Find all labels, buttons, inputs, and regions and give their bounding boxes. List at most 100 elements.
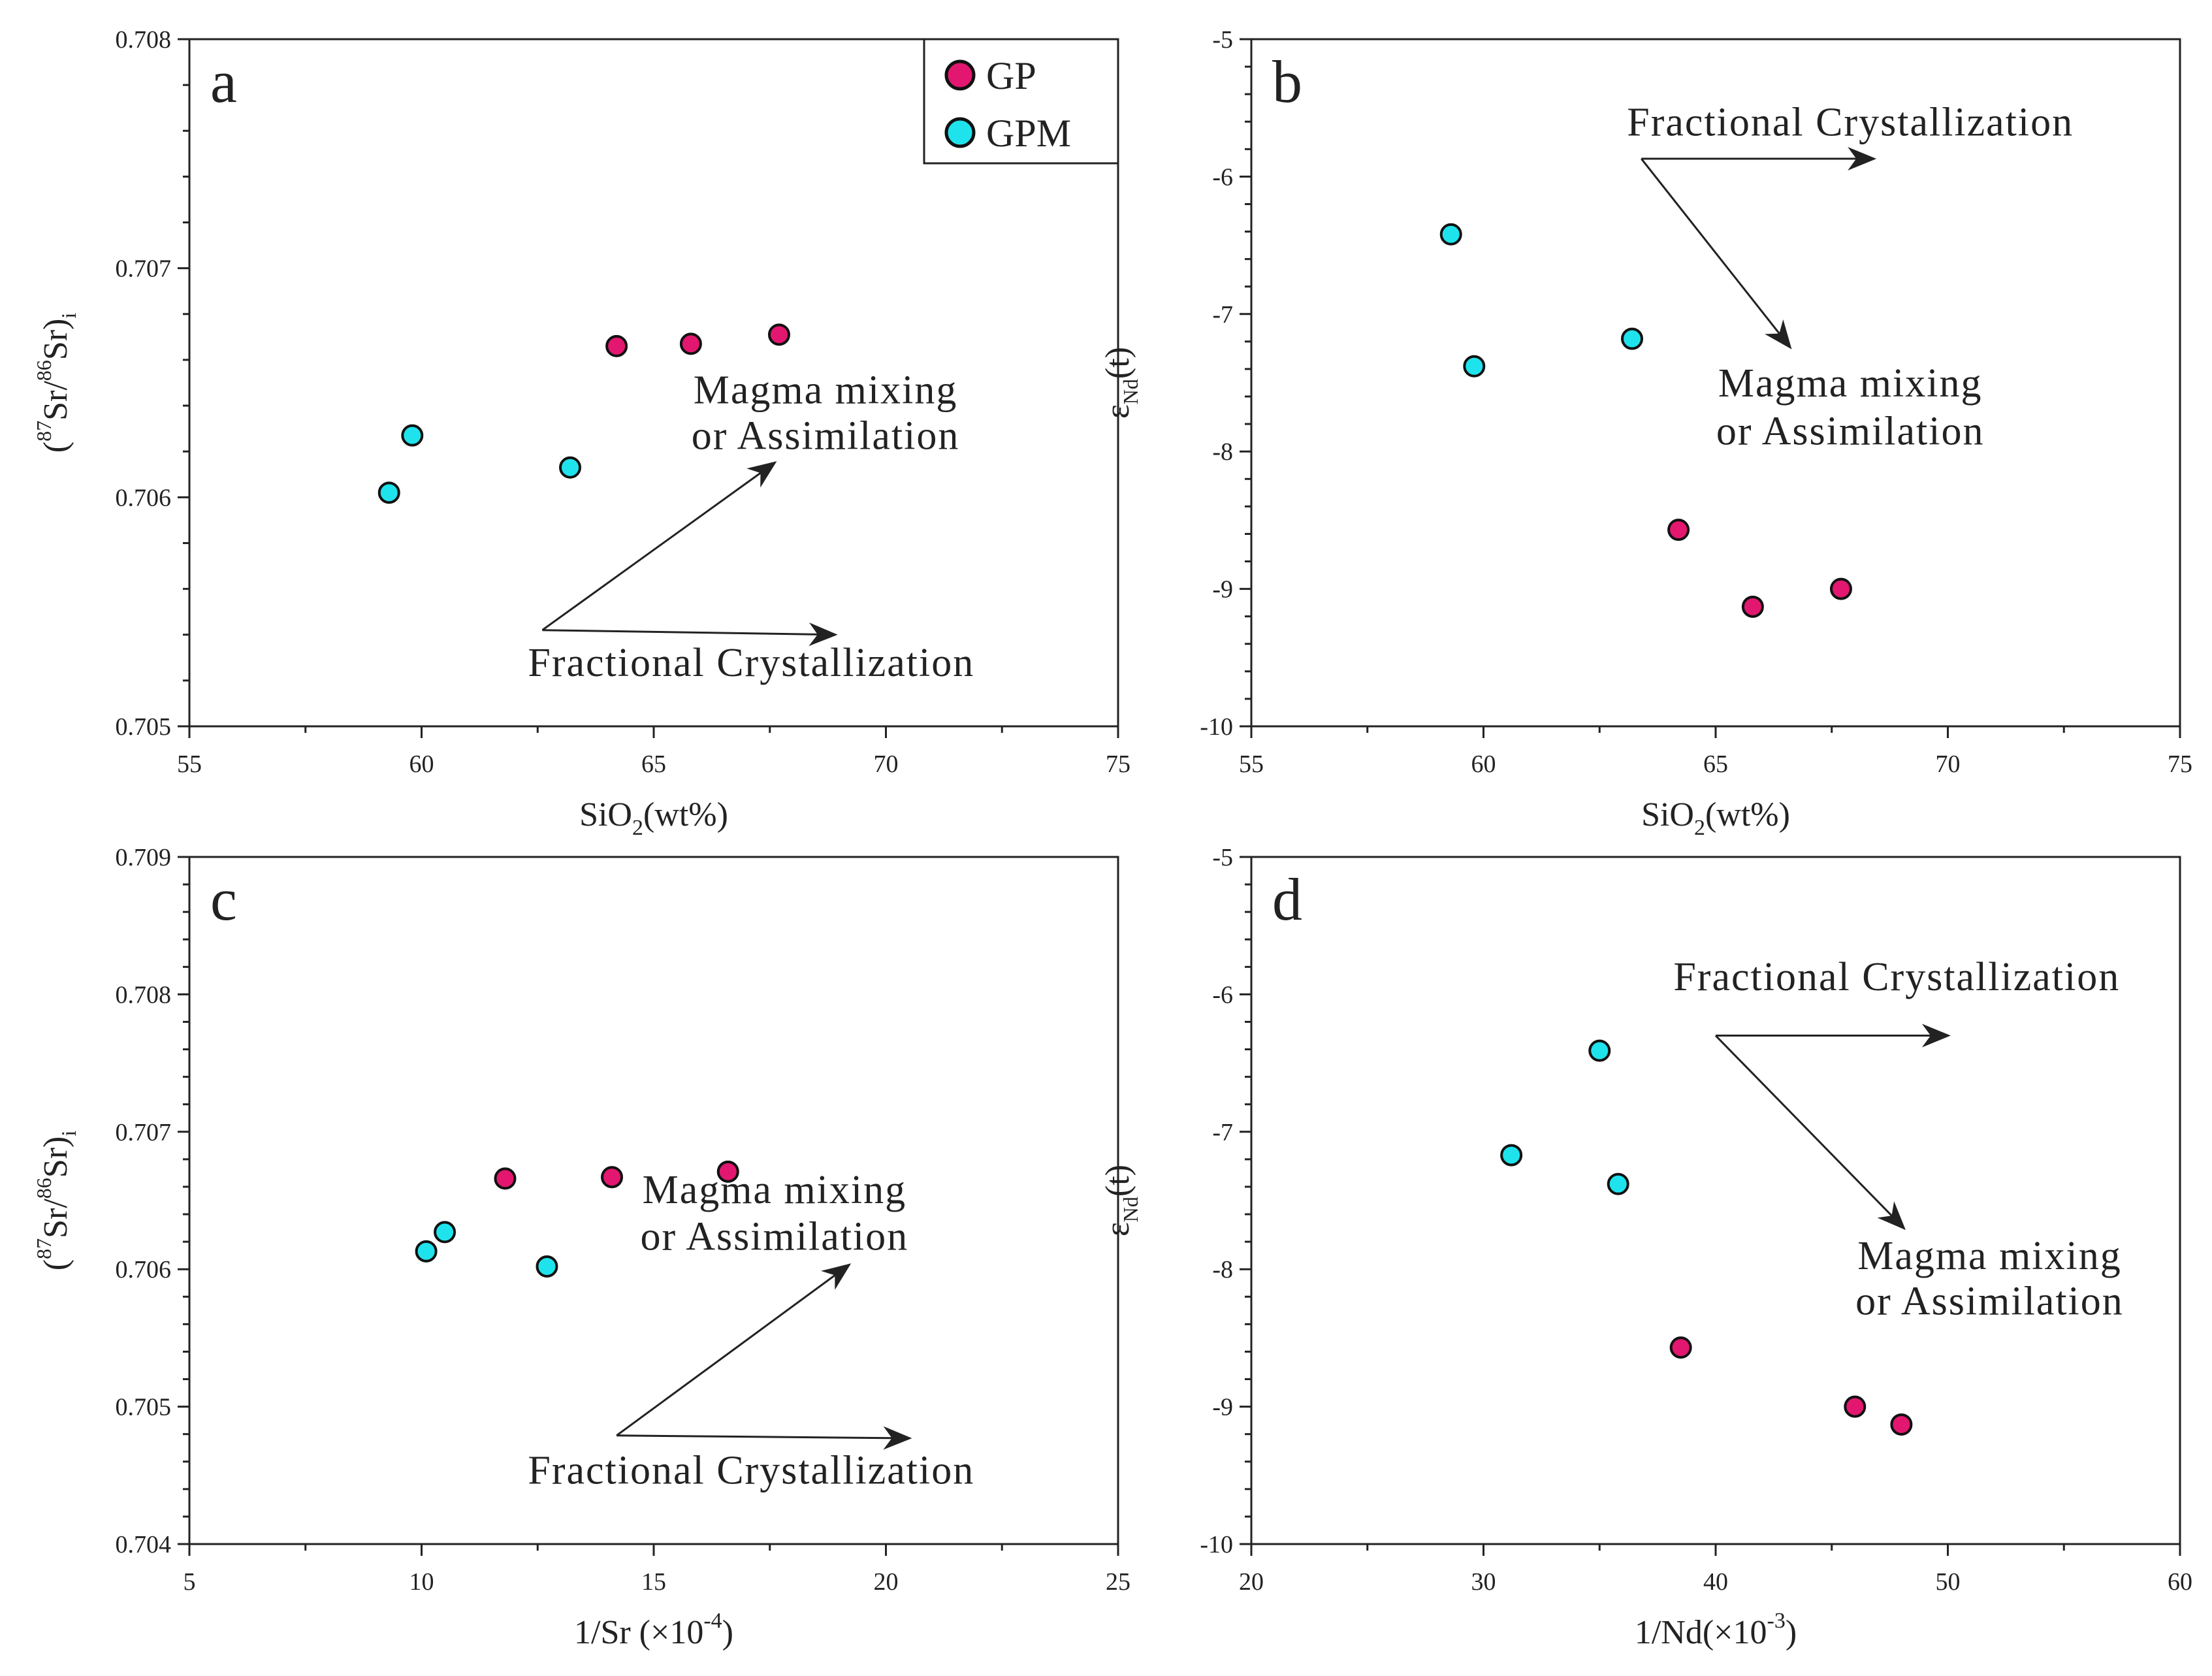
annotation-text: Fractional Crystallization [1627,100,2074,144]
data-point-gp [1667,519,1690,541]
data-point-gp [1829,577,1852,600]
y-tick-label: 0.707 [116,255,172,283]
x-tick-label: 70 [874,750,899,778]
annotation-text: or Assimilation [641,1215,909,1259]
trend-arrow [1714,1035,1906,1231]
x-tick-label: 40 [1703,1568,1728,1596]
x-tick-label: 60 [1471,750,1496,778]
y-tick-label: -5 [1212,844,1233,871]
data-point-gpm [1588,1039,1611,1062]
y-tick-label: -6 [1212,163,1233,191]
x-tick-label: 75 [1106,750,1130,778]
x-axis-title: 1/Nd(×10-3) [1635,1609,1797,1651]
y-tick-label: -6 [1212,981,1233,1008]
x-tick-label: 60 [409,750,434,778]
annotation-text: Fractional Crystallization [1673,955,2120,999]
y-tick-label: 0.706 [116,484,172,511]
y-axis-title: (87Sr/86Sr)i [32,313,80,453]
x-axis-title: SiO2(wt%) [579,796,728,840]
legend-marker-gp [944,59,976,91]
y-tick-label: 0.705 [116,713,172,741]
data-point-gp [679,332,702,355]
trend-arrow [616,1263,852,1436]
y-tick-label: -9 [1212,1394,1233,1421]
y-axis-title: (87Sr/86Sr)i [32,1131,80,1271]
data-point-gpm [401,424,424,447]
trend-arrow [541,461,777,631]
data-point-gpm [377,481,400,504]
x-axis-title: 1/Sr (×10-4) [574,1609,733,1651]
panel-letter: d [1272,866,1302,933]
data-point-gp [601,1166,624,1189]
data-point-gp [767,323,790,346]
panel-b: 55 60 65 70 75 -10 -9 -8 -7 -6 -5 SiO2(wt%) εNd(t) b F… [1099,26,2192,840]
y-tick-label: 0.704 [116,1531,172,1558]
annotation-text: or Assimilation [692,414,960,459]
data-point-gp [1890,1413,1913,1436]
data-point-gp [1669,1336,1692,1359]
annotation-text: Magma mixing [1857,1234,2122,1278]
x-tick-label: 5 [184,1568,196,1596]
y-tick-label: 0.708 [116,26,172,54]
trend-arrow [617,1426,912,1450]
x-tick-label: 20 [874,1568,899,1596]
y-tick-label: 0.708 [116,981,172,1008]
y-axis-title: εNd(t) [1099,347,1142,419]
data-point-gpm [415,1240,438,1263]
annotation-text: Fractional Crystallization [528,1448,974,1492]
annotation-text: Magma mixing [694,368,958,413]
x-tick-label: 70 [1936,750,1961,778]
y-tick-label: 0.709 [116,844,172,871]
data-point-gpm [536,1255,558,1278]
trend-arrow [1641,158,1792,349]
x-tick-label: 55 [177,750,202,778]
x-tick-label: 25 [1106,1568,1130,1596]
trend-arrow [542,622,838,647]
annotation-text: Fractional Crystallization [528,641,974,685]
annotation-text: Magma mixing [1718,361,1983,406]
y-tick-label: 0.707 [116,1119,172,1146]
panel-d: 20 30 40 50 60 -10 -9 -8 -7 -6 -5 1/Nd(×10-3) εNd(t)… [1099,844,2192,1651]
x-tick-label: 30 [1471,1568,1496,1596]
x-tick-label: 15 [641,1568,666,1596]
x-tick-label: 50 [1936,1568,1961,1596]
annotation-text: or Assimilation [1716,410,1985,454]
y-tick-label: -7 [1212,301,1233,329]
legend: GP GPM [923,38,1119,165]
x-tick-label: 65 [641,750,666,778]
legend-label: GP [986,54,1036,97]
panel-letter: b [1272,48,1302,115]
data-point-gpm [1463,355,1486,378]
annotation-text: Magma mixing [643,1168,907,1212]
data-point-gpm [1439,223,1462,246]
x-axis-title: SiO2(wt%) [1641,796,1790,840]
annotation-text: or Assimilation [1855,1280,2124,1324]
data-point-gp [1741,595,1764,618]
y-tick-label: -8 [1212,438,1233,466]
legend-marker-gpm [944,117,976,148]
data-point-gpm [434,1221,457,1244]
y-tick-label: -9 [1212,576,1233,604]
data-point-gpm [1621,327,1644,350]
panel-a: 55 60 65 70 75 0.705 0.706 0.707 0.708 SiO2(wt%) (… [32,26,1130,840]
panel-letter: c [210,866,237,933]
y-tick-label: -8 [1212,1256,1233,1283]
y-tick-label: -10 [1200,1531,1233,1558]
panel-letter: a [210,48,237,115]
y-tick-label: -5 [1212,26,1233,54]
y-axis-title: εNd(t) [1099,1165,1142,1236]
x-tick-label: 65 [1703,750,1728,778]
legend-label: GPM [986,112,1071,155]
y-tick-label: -7 [1212,1119,1233,1146]
data-point-gpm [1500,1144,1523,1167]
x-tick-label: 75 [2168,750,2192,778]
data-point-gpm [559,456,582,479]
x-tick-label: 10 [409,1568,434,1596]
panel-c: 5 10 15 20 25 0.704 0.705 0.706 0.707 0.708 0.709 1… [32,844,1130,1651]
x-tick-label: 60 [2168,1568,2192,1596]
data-point-gp [716,1160,739,1183]
y-tick-label: 0.705 [116,1394,172,1421]
x-tick-label: 20 [1239,1568,1264,1596]
data-point-gp [494,1167,517,1190]
